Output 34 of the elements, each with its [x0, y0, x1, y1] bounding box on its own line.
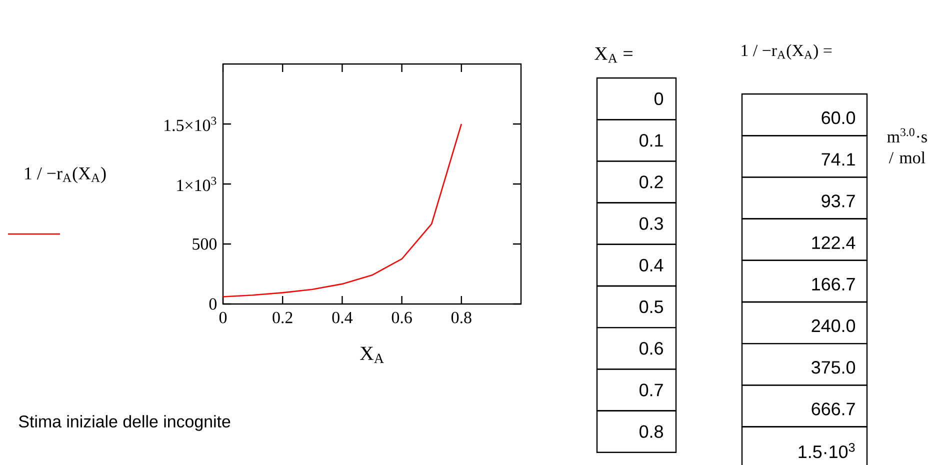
- line-series: [223, 123, 462, 298]
- text: 666.7: [812, 402, 855, 416]
- text: 0.1: [640, 134, 663, 147]
- text: 0.6: [640, 342, 663, 355]
- x-tick-label: 0: [219, 312, 227, 324]
- text: 0.8: [640, 425, 663, 438]
- text: 0.5: [640, 300, 664, 314]
- text: Stima iniziale delle incognite: [18, 415, 230, 431]
- text: m$^{3.0}$·s / mol: [887, 128, 927, 164]
- y-tick-label: 500: [192, 238, 217, 250]
- text: 375.0: [812, 361, 856, 374]
- y-tick-label: 1×10$^{3}$: [177, 176, 216, 192]
- text: 240.0: [812, 319, 856, 332]
- text: 1 / −r$_{A}$(X$_{A}$) =: [742, 44, 832, 60]
- y-tick-label: 1.5×10$^{3}$: [164, 116, 216, 132]
- text: 1.5·10$^{3}$: [798, 442, 855, 458]
- text: 166.7: [812, 278, 855, 291]
- text: X$_{A}$ =: [594, 47, 632, 63]
- text: 0.2: [640, 176, 663, 188]
- y-tick-label: 0: [209, 298, 217, 310]
- x-tick-label: 0.4: [332, 312, 353, 324]
- text: 60.0: [822, 111, 856, 124]
- text: 93.7: [822, 194, 855, 208]
- y-axis-title: 1 / −r$_{A}$(X$_{A}$): [25, 166, 106, 184]
- x-axis-title: X$_{A}$: [360, 346, 384, 363]
- text: 74.1: [822, 153, 855, 166]
- text: 0: [654, 92, 664, 106]
- x-tick-label: 0.6: [392, 312, 412, 324]
- text: 0.3: [640, 217, 663, 230]
- text: 0.4: [640, 258, 664, 272]
- x-tick-label: 0.8: [451, 312, 472, 324]
- x-tick-label: 0.2: [272, 312, 292, 324]
- text: 122.4: [812, 236, 856, 249]
- text: 0.7: [640, 384, 663, 396]
